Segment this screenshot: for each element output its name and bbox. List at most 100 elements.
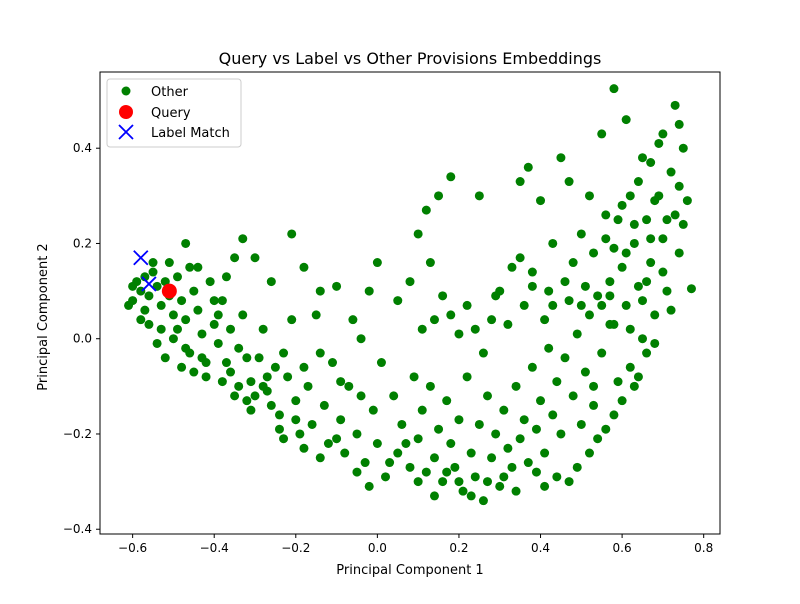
other-point [262,372,272,382]
other-point [246,405,256,415]
other-point [462,300,472,310]
other-point [372,439,382,449]
other-point [523,162,533,172]
other-point [140,272,150,282]
other-point [230,391,240,401]
other-point [189,286,199,296]
other-point [523,458,533,468]
y-tick-label: 0.4 [73,141,92,155]
other-point [572,462,582,472]
other-point [389,391,399,401]
other-point [181,238,191,248]
other-point [638,153,647,163]
other-point [258,324,268,334]
x-tick-label: 0.0 [368,541,387,555]
other-point [536,396,546,406]
other-point [144,291,154,301]
other-point [556,153,566,163]
other-point [499,472,509,482]
other-point [315,453,325,463]
other-point [593,434,603,444]
other-point [564,477,574,487]
other-point [605,319,615,329]
x-tick-label: 0.8 [694,541,713,555]
other-point [413,229,423,239]
other-point [201,372,211,382]
other-point [266,400,276,410]
other-point [417,405,427,415]
other-point [621,248,631,258]
other-point [446,310,456,320]
other-point [564,177,574,187]
other-point [413,434,423,444]
other-point [287,229,297,239]
other-point [209,296,219,306]
other-point [478,348,488,358]
other-point [666,305,676,315]
other-point [193,262,203,272]
other-point [601,234,611,244]
other-point [548,410,558,420]
y-axis-label: Principal Component 2 [36,243,51,390]
legend-box [106,78,242,148]
other-point [470,472,480,482]
other-point [662,286,672,296]
other-point [438,291,448,301]
other-point [589,248,599,258]
other-point [274,410,284,420]
legend-label-other: Other [151,85,189,100]
other-point [544,343,554,353]
other-point [511,486,521,496]
other-point [291,396,301,406]
other-point [274,424,284,434]
other-point [177,362,187,372]
other-point [152,281,162,291]
other-point [548,238,558,248]
other-point [682,196,692,206]
other-point [597,348,607,358]
other-point [364,481,374,491]
other-point [283,372,293,382]
other-point [250,391,260,401]
other-point [315,348,325,358]
other-point [507,462,517,472]
x-tick-label: −0.2 [281,541,310,555]
other-point [425,258,435,268]
other-point [670,210,680,220]
other-point [303,381,313,391]
other-point [466,448,476,458]
other-point [311,310,321,320]
other-point [601,424,611,434]
other-point [429,453,439,463]
other-point [633,177,643,187]
points-layer [124,84,696,506]
other-point [515,434,525,444]
other-point [658,267,668,277]
label-match-point [133,250,149,266]
other-point [156,300,166,310]
other-point [221,358,231,368]
other-point [527,267,537,277]
x-tick-label: 0.2 [449,541,468,555]
other-point [425,381,435,391]
other-point [393,296,403,306]
legend-marker-query [119,105,133,119]
other-point [238,310,248,320]
other-point [478,496,488,506]
other-point [156,324,166,334]
other-point [531,424,541,434]
other-point [491,429,501,439]
legend: Other Query Label Match [106,78,242,148]
other-point [234,381,244,391]
other-point [450,462,460,472]
other-point [442,467,452,477]
other-point [503,319,513,329]
other-point [580,367,590,377]
other-point [674,119,684,129]
other-point [164,258,174,268]
other-point [642,215,652,225]
other-point [548,300,558,310]
other-point [540,481,550,491]
other-point [487,315,497,325]
